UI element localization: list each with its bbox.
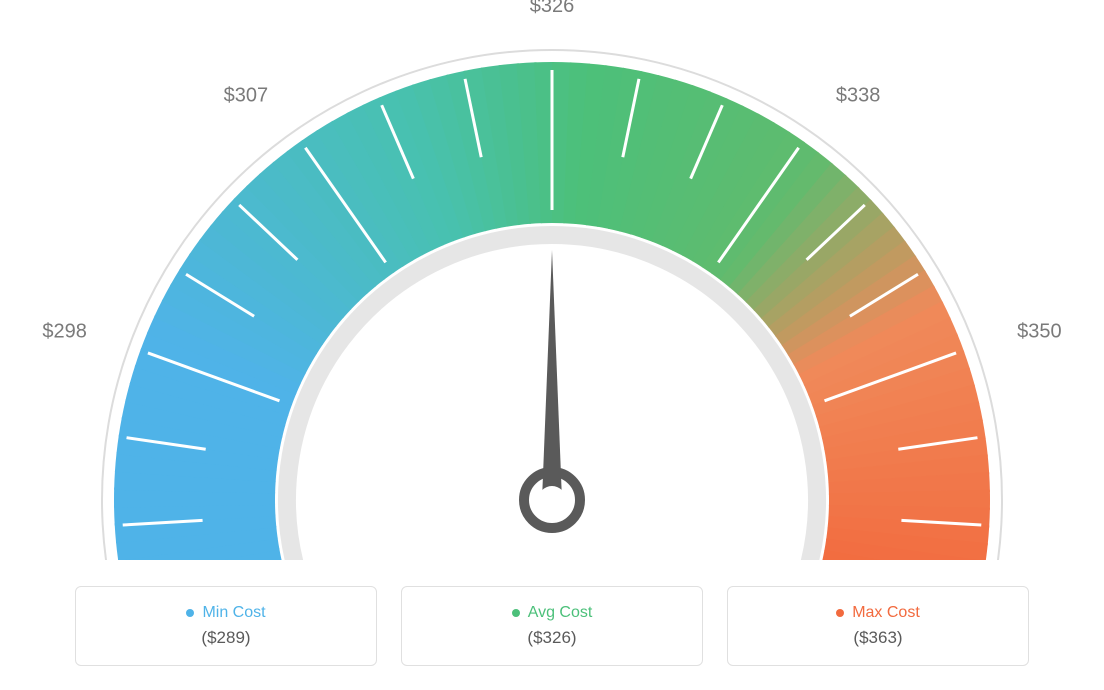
legend-min-value: ($289) <box>201 628 250 648</box>
legend-min-label-row: Min Cost <box>186 604 265 622</box>
legend-card-min: Min Cost ($289) <box>75 586 377 666</box>
legend-avg-dot <box>512 609 520 617</box>
legend-max-label: Max Cost <box>852 604 920 622</box>
legend-max-label-row: Max Cost <box>836 604 920 622</box>
gauge-needle <box>542 250 562 500</box>
legend-avg-label: Avg Cost <box>528 604 593 622</box>
legend-avg-value: ($326) <box>527 628 576 648</box>
tick-label: $326 <box>530 0 575 17</box>
tick-label: $307 <box>224 85 269 107</box>
legend-card-max: Max Cost ($363) <box>727 586 1029 666</box>
legend-min-dot <box>186 609 194 617</box>
gauge-svg: $289$298$307$326$338$350$363 <box>0 0 1104 560</box>
legend-min-label: Min Cost <box>202 604 265 622</box>
legend-avg-label-row: Avg Cost <box>512 604 593 622</box>
cost-gauge-chart: $289$298$307$326$338$350$363 Min Cost ($… <box>0 0 1104 690</box>
tick-label: $298 <box>42 321 87 343</box>
tick-label: $350 <box>1017 321 1062 343</box>
legend-card-avg: Avg Cost ($326) <box>401 586 703 666</box>
tick-label: $338 <box>836 85 881 107</box>
legend-row: Min Cost ($289) Avg Cost ($326) Max Cost… <box>0 586 1104 666</box>
legend-max-dot <box>836 609 844 617</box>
needle-hub-inner <box>538 486 566 514</box>
legend-max-value: ($363) <box>853 628 902 648</box>
